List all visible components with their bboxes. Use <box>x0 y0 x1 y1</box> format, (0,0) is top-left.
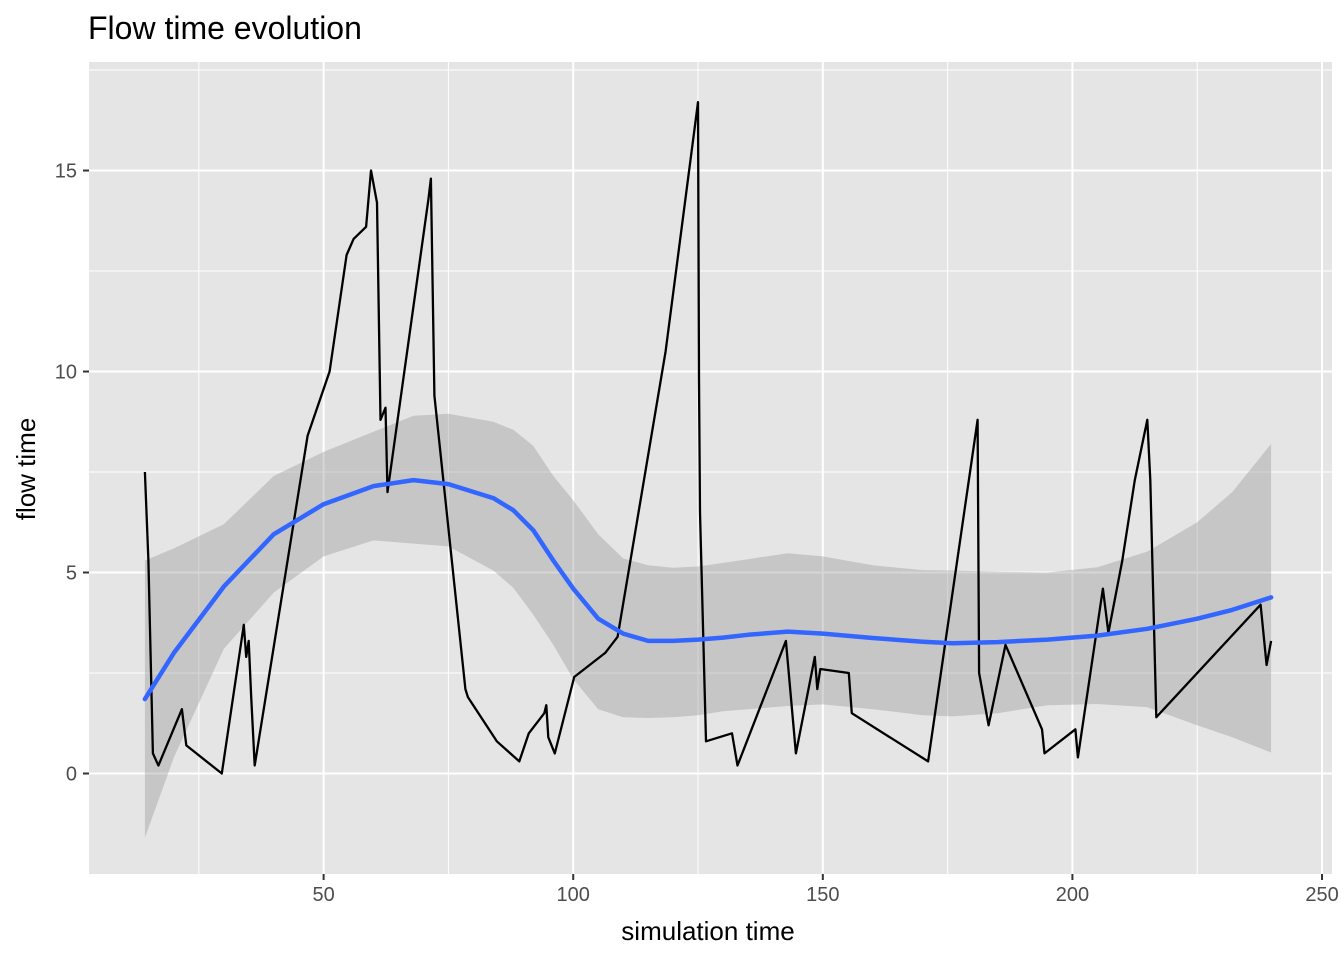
plot-panel <box>89 62 1332 874</box>
smooth-trend-line <box>142 477 1274 702</box>
chart-title: Flow time evolution <box>88 10 362 46</box>
x-axis-ticks: 50 100 150 200 250 <box>312 874 1339 906</box>
x-axis-title: simulation time <box>621 916 794 946</box>
x-tick-label: 150 <box>806 884 839 906</box>
confidence-ribbon <box>144 413 1272 838</box>
x-tick-label: 200 <box>1056 884 1089 906</box>
y-tick-label: 0 <box>66 764 77 786</box>
flow-time-line <box>143 101 1273 775</box>
x-tick-label: 250 <box>1305 884 1338 906</box>
major-gridlines <box>89 62 1332 874</box>
y-axis-ticks: 0 5 10 15 <box>55 161 89 786</box>
y-axis-title: flow time <box>11 418 41 521</box>
y-tick-label: 10 <box>55 362 77 384</box>
y-tick-label: 15 <box>55 161 77 183</box>
x-tick-label: 100 <box>557 884 590 906</box>
x-tick-label: 50 <box>312 884 334 906</box>
y-tick-label: 5 <box>66 563 77 585</box>
